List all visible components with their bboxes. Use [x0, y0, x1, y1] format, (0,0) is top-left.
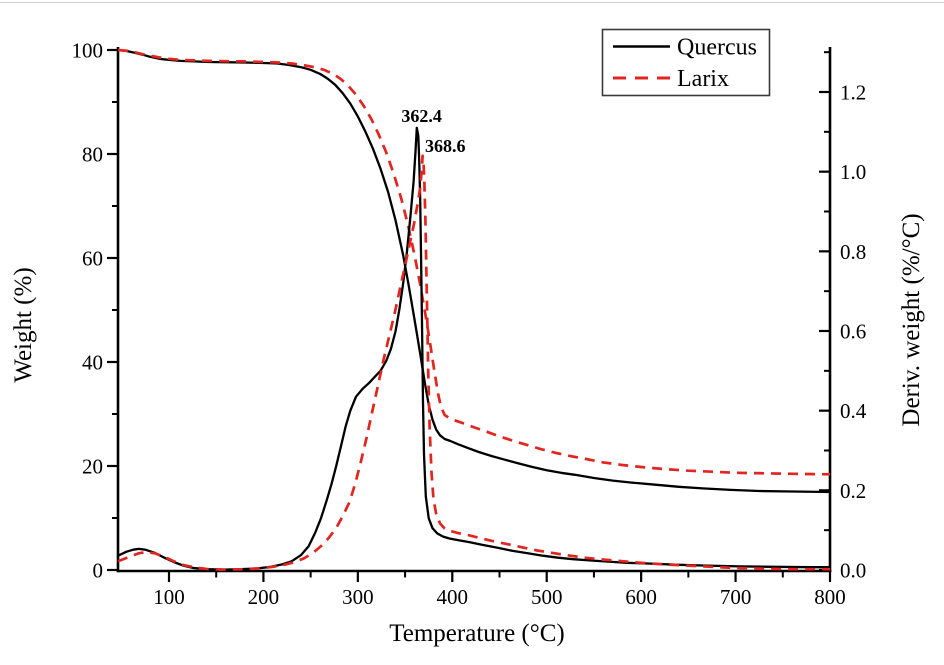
legend-box — [601, 28, 771, 97]
y-right-tick-label: 0.2 — [840, 479, 866, 503]
x-axis-title: Temperature (°C) — [389, 620, 565, 647]
x-tick-label: 200 — [248, 585, 280, 609]
y-left-tick-label: 20 — [82, 455, 103, 479]
y-left-tick-label: 80 — [82, 143, 103, 167]
figure-top-border — [0, 2, 944, 3]
y-right-tick-label: 0.0 — [840, 559, 866, 583]
x-tick-label: 100 — [153, 585, 185, 609]
y-right-tick-label: 0.4 — [840, 399, 867, 423]
y-axis-left-title: Weight (%) — [10, 267, 37, 382]
x-tick-label: 400 — [437, 585, 469, 609]
series-line-quercus-deriv- — [117, 126, 830, 571]
annotations: 362.4 368.6 — [401, 106, 465, 156]
legend-label-larix: Larix — [677, 66, 729, 92]
y-left-tick-label: 100 — [72, 39, 104, 63]
peak-annotation: 368.6 — [425, 136, 466, 156]
series-lines — [117, 48, 831, 571]
x-tick-label: 300 — [342, 585, 374, 609]
x-tick-label: 500 — [531, 585, 563, 609]
y-axis-right-title: Deriv. weight (%/°C) — [898, 213, 925, 426]
y-left-tick-label: 40 — [82, 351, 103, 375]
y-axis-right-ticks: 0.0 0.2 0.4 0.6 0.8 1.0 1.2 — [819, 51, 867, 583]
y-right-tick-label: 0.8 — [840, 240, 866, 264]
x-tick-label: 700 — [720, 585, 752, 609]
legend: Quercus Larix — [601, 28, 771, 97]
y-right-tick-label: 1.0 — [840, 160, 866, 184]
series-line-larix-deriv- — [117, 154, 830, 571]
y-axis-left-ticks: 0 20 40 60 80 100 — [72, 39, 118, 583]
x-tick-label: 600 — [625, 585, 657, 609]
legend-label-quercus: Quercus — [677, 35, 757, 61]
y-right-tick-label: 0.6 — [840, 320, 866, 344]
y-left-tick-label: 60 — [82, 247, 103, 271]
x-tick-label: 800 — [814, 585, 846, 609]
series-line-larix — [117, 48, 831, 476]
y-right-tick-label: 1.2 — [840, 81, 866, 105]
x-axis-ticks: 100 200 300 400 500 600 700 800 — [153, 571, 846, 609]
peak-annotation: 362.4 — [401, 106, 442, 126]
y-left-tick-label: 0 — [93, 559, 104, 583]
series-line-quercus — [117, 48, 831, 494]
